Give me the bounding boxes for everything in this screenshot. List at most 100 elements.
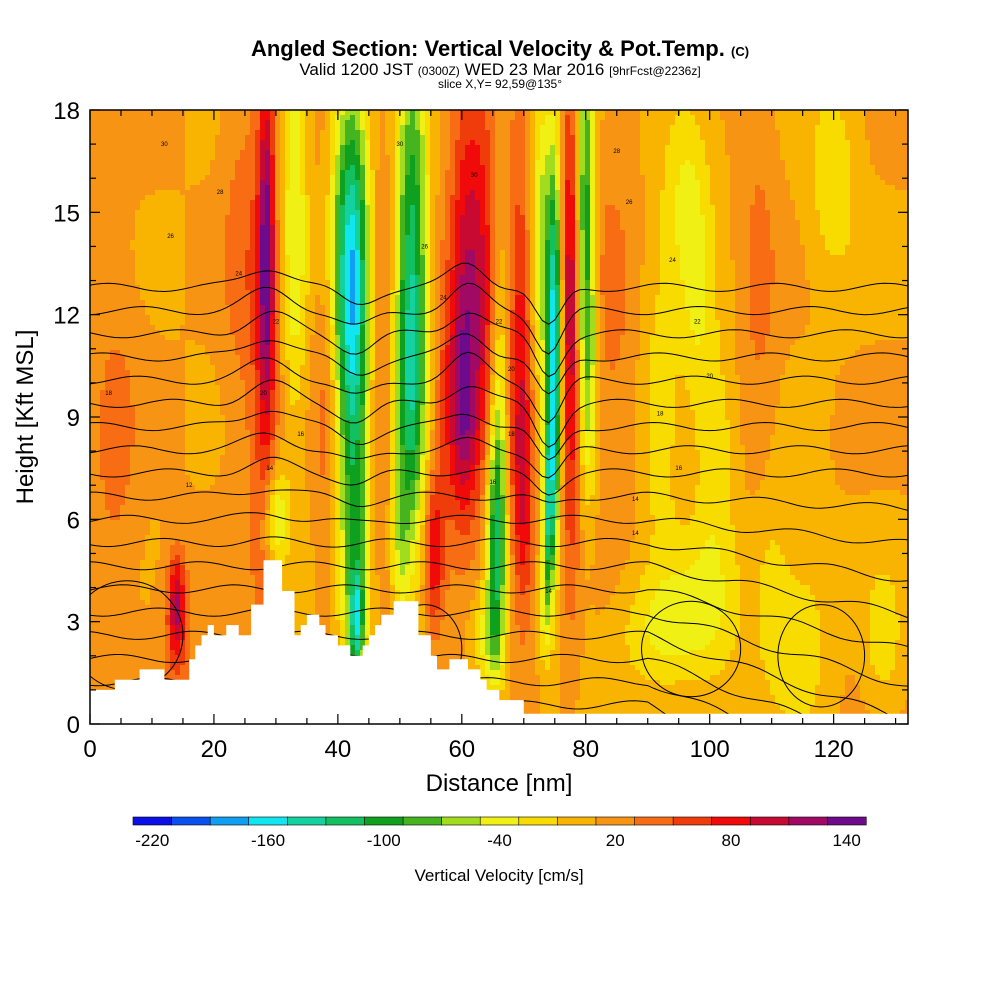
velocity-cell <box>575 150 581 156</box>
velocity-cell <box>505 255 511 261</box>
velocity-cell <box>240 215 246 221</box>
velocity-cell <box>705 155 711 161</box>
velocity-cell <box>775 230 781 236</box>
velocity-cell <box>715 165 721 171</box>
velocity-cell <box>595 165 601 171</box>
velocity-cell <box>570 210 576 216</box>
velocity-cell <box>795 110 801 116</box>
velocity-cell <box>360 115 366 121</box>
velocity-cell <box>745 255 751 261</box>
velocity-cell <box>295 255 301 261</box>
velocity-cell <box>105 110 111 116</box>
velocity-cell <box>420 255 426 261</box>
velocity-cell <box>365 250 371 256</box>
velocity-cell <box>630 195 636 201</box>
velocity-cell <box>860 140 866 146</box>
velocity-cell <box>495 130 501 136</box>
velocity-cell <box>730 225 736 231</box>
velocity-cell <box>755 255 761 261</box>
velocity-cell <box>440 225 446 231</box>
velocity-cell <box>700 190 706 196</box>
velocity-cell <box>150 195 156 201</box>
velocity-cell <box>555 130 561 136</box>
velocity-cell <box>840 205 846 211</box>
velocity-cell <box>470 175 476 181</box>
velocity-cell <box>800 160 806 166</box>
velocity-cell <box>340 165 346 171</box>
velocity-cell <box>120 205 126 211</box>
velocity-cell <box>235 180 241 186</box>
velocity-cell <box>520 145 526 151</box>
velocity-cell <box>280 180 286 186</box>
velocity-cell <box>305 145 311 151</box>
velocity-cell <box>395 110 401 116</box>
velocity-cell <box>105 155 111 161</box>
velocity-cell <box>830 195 836 201</box>
velocity-cell <box>620 145 626 151</box>
velocity-cell <box>645 160 651 166</box>
velocity-cell <box>255 140 261 146</box>
velocity-cell <box>875 245 881 251</box>
velocity-cell <box>555 115 561 121</box>
velocity-cell <box>130 175 136 181</box>
velocity-cell <box>865 235 871 241</box>
velocity-cell <box>385 135 391 141</box>
velocity-cell <box>125 255 131 261</box>
velocity-cell <box>270 165 276 171</box>
velocity-cell <box>380 260 386 266</box>
velocity-cell <box>835 130 841 136</box>
velocity-cell <box>365 150 371 156</box>
velocity-cell <box>860 130 866 136</box>
velocity-cell <box>280 190 286 196</box>
velocity-cell <box>685 145 691 151</box>
velocity-cell <box>490 225 496 231</box>
velocity-cell <box>205 220 211 226</box>
velocity-cell <box>260 210 266 216</box>
velocity-cell <box>315 120 321 126</box>
velocity-cell <box>790 220 796 226</box>
velocity-cell <box>780 240 786 246</box>
velocity-cell <box>235 245 241 251</box>
velocity-cell <box>270 200 276 206</box>
velocity-cell <box>260 215 266 221</box>
velocity-cell <box>890 215 896 221</box>
velocity-cell <box>305 165 311 171</box>
velocity-cell <box>475 235 481 241</box>
velocity-cell <box>540 240 546 246</box>
velocity-cell <box>210 150 216 156</box>
velocity-cell <box>790 180 796 186</box>
velocity-cell <box>545 190 551 196</box>
velocity-cell <box>865 200 871 206</box>
velocity-cell <box>160 145 166 151</box>
velocity-cell <box>195 145 201 151</box>
velocity-cell <box>695 220 701 226</box>
velocity-cell <box>510 115 516 121</box>
velocity-cell <box>435 180 441 186</box>
velocity-cell <box>485 215 491 221</box>
velocity-cell <box>425 245 431 251</box>
velocity-cell <box>600 205 606 211</box>
velocity-cell <box>890 185 896 191</box>
velocity-cell <box>155 150 161 156</box>
velocity-cell <box>140 175 146 181</box>
velocity-cell <box>830 200 836 206</box>
velocity-cell <box>110 140 116 146</box>
velocity-cell <box>235 220 241 226</box>
velocity-cell <box>890 165 896 171</box>
velocity-cell <box>675 245 681 251</box>
velocity-cell <box>720 205 726 211</box>
velocity-cell <box>565 145 571 151</box>
velocity-cell <box>290 230 296 236</box>
velocity-cell <box>505 210 511 216</box>
velocity-cell <box>615 115 621 121</box>
velocity-cell <box>155 110 161 116</box>
velocity-cell <box>130 250 136 256</box>
velocity-cell <box>720 225 726 231</box>
velocity-cell <box>700 235 706 241</box>
velocity-cell <box>350 215 356 221</box>
velocity-cell <box>745 110 751 116</box>
velocity-cell <box>550 255 556 261</box>
velocity-cell <box>480 230 486 236</box>
velocity-cell <box>730 145 736 151</box>
velocity-cell <box>830 205 836 211</box>
